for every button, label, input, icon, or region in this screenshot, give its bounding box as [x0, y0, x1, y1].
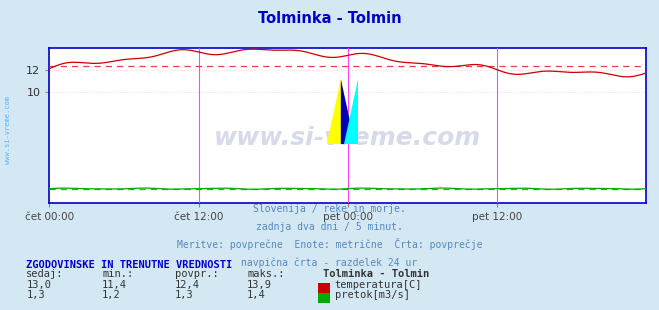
Text: Tolminka - Tolmin: Tolminka - Tolmin — [323, 269, 429, 279]
Text: 1,4: 1,4 — [247, 290, 266, 300]
Text: 1,3: 1,3 — [26, 290, 45, 300]
Text: temperatura[C]: temperatura[C] — [335, 280, 422, 290]
Text: 13,9: 13,9 — [247, 280, 272, 290]
Text: 12,4: 12,4 — [175, 280, 200, 290]
Text: 13,0: 13,0 — [26, 280, 51, 290]
Text: 1,3: 1,3 — [175, 290, 193, 300]
Text: min.:: min.: — [102, 269, 133, 279]
Text: www.si-vreme.com: www.si-vreme.com — [5, 96, 11, 164]
Text: Slovenija / reke in morje.: Slovenija / reke in morje. — [253, 204, 406, 214]
Text: navpična črta - razdelek 24 ur: navpična črta - razdelek 24 ur — [241, 258, 418, 268]
Text: Meritve: povprečne  Enote: metrične  Črta: povprečje: Meritve: povprečne Enote: metrične Črta:… — [177, 238, 482, 250]
Text: maks.:: maks.: — [247, 269, 285, 279]
Text: 11,4: 11,4 — [102, 280, 127, 290]
Text: zadnja dva dni / 5 minut.: zadnja dva dni / 5 minut. — [256, 222, 403, 232]
Text: povpr.:: povpr.: — [175, 269, 218, 279]
Polygon shape — [327, 79, 355, 144]
Text: www.si-vreme.com: www.si-vreme.com — [214, 126, 481, 150]
Text: pretok[m3/s]: pretok[m3/s] — [335, 290, 410, 300]
Text: ZGODOVINSKE IN TRENUTNE VREDNOSTI: ZGODOVINSKE IN TRENUTNE VREDNOSTI — [26, 260, 233, 270]
Text: sedaj:: sedaj: — [26, 269, 64, 279]
Polygon shape — [341, 79, 355, 144]
Polygon shape — [344, 79, 358, 144]
Text: 1,2: 1,2 — [102, 290, 121, 300]
Text: Tolminka - Tolmin: Tolminka - Tolmin — [258, 11, 401, 26]
